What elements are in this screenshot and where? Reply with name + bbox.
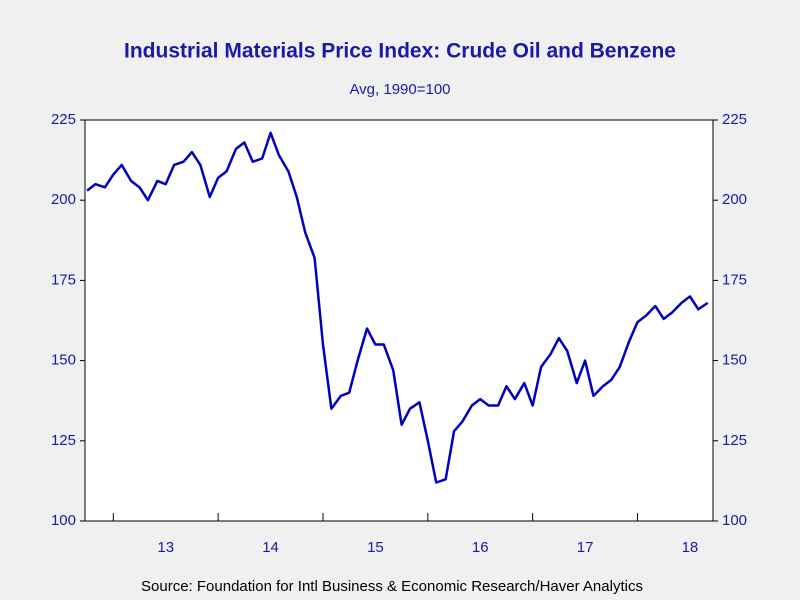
y-tick-label: 100 <box>51 512 76 529</box>
y2-tick-label: 175 <box>722 271 747 288</box>
x-tick-label: 17 <box>577 539 594 556</box>
y-tick-label: 175 <box>51 271 76 288</box>
y-tick-label: 150 <box>51 352 76 369</box>
chart-subtitle: Avg, 1990=100 <box>349 81 450 98</box>
y-tick-label: 225 <box>51 111 76 128</box>
y2-tick-label: 200 <box>722 191 747 208</box>
source-note: Source: Foundation for Intl Business & E… <box>141 578 643 595</box>
x-tick-label: 16 <box>472 539 489 556</box>
y-tick-label: 125 <box>51 432 76 449</box>
y2-tick-label: 225 <box>722 111 747 128</box>
x-tick-label: 15 <box>367 539 384 556</box>
y-tick-label: 200 <box>51 191 76 208</box>
chart-title: Industrial Materials Price Index: Crude … <box>124 40 676 63</box>
plot-area <box>84 119 714 522</box>
y2-tick-label: 100 <box>722 512 747 529</box>
x-tick-label: 13 <box>157 539 174 556</box>
x-tick-label: 14 <box>262 539 279 556</box>
y2-tick-label: 150 <box>722 352 747 369</box>
x-tick-label: 18 <box>682 539 699 556</box>
data-line <box>86 131 709 484</box>
y2-tick-label: 125 <box>722 432 747 449</box>
